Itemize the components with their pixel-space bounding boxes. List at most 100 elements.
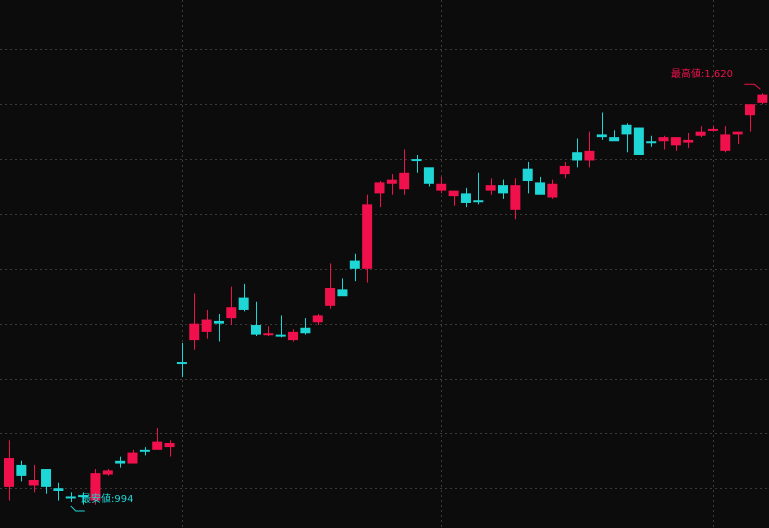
candle-body <box>312 315 323 323</box>
candle <box>757 93 768 105</box>
candle <box>238 283 249 312</box>
candle <box>633 127 644 155</box>
candle <box>139 447 150 456</box>
candle <box>374 181 385 208</box>
candle <box>176 342 187 378</box>
candle-body <box>90 473 101 501</box>
candle <box>683 133 694 149</box>
low-value-label: 最安値:994 <box>81 492 133 505</box>
candle <box>65 492 76 502</box>
low-pointer-arrow <box>70 505 85 512</box>
candle <box>609 130 620 142</box>
candle-body <box>485 185 496 191</box>
candle-body <box>423 167 434 184</box>
candle <box>498 179 508 199</box>
candle <box>362 194 373 283</box>
candle-body <box>460 193 471 203</box>
candle-body <box>559 165 570 175</box>
candle <box>349 253 360 282</box>
candle-body <box>263 333 274 336</box>
candle-body <box>226 307 237 319</box>
candle <box>436 176 447 194</box>
candle-body <box>139 449 150 452</box>
candle <box>263 326 274 336</box>
candle-body <box>547 183 558 198</box>
candle <box>386 174 397 195</box>
candle <box>213 314 224 342</box>
candle-body <box>695 131 706 136</box>
candle <box>695 126 706 138</box>
candle-body <box>152 441 163 450</box>
candle <box>275 315 286 338</box>
candle <box>4 440 14 501</box>
candle-body <box>115 460 126 464</box>
candle-body <box>621 124 632 135</box>
candle-body <box>436 183 447 191</box>
candle-body <box>189 323 200 341</box>
candle-body <box>510 185 521 210</box>
candle-body <box>288 331 299 341</box>
candle-body <box>732 131 743 135</box>
candle-body <box>300 327 311 334</box>
candle-body <box>411 159 422 162</box>
candle-body <box>53 488 64 491</box>
candle-body <box>448 190 459 197</box>
candle <box>423 167 434 187</box>
candle <box>646 135 657 147</box>
candle <box>411 154 422 173</box>
high-value-label: 最高値:1,620 <box>671 67 733 80</box>
candle <box>572 138 583 168</box>
high-pointer-arrow <box>744 83 761 90</box>
candle-body <box>275 334 286 337</box>
candle-body <box>386 179 397 184</box>
candle-body <box>251 325 261 335</box>
candle-body <box>65 496 76 499</box>
candle-body <box>176 362 187 365</box>
candle <box>102 469 113 476</box>
candle-body <box>720 134 731 151</box>
candle-body <box>399 172 410 190</box>
annotation-layer: 最高値:1,620 最安値:994 <box>70 67 761 512</box>
candle <box>164 440 175 457</box>
candle-body <box>102 470 113 475</box>
candle-body <box>325 288 336 306</box>
candle <box>584 131 595 168</box>
candle-body <box>683 139 694 143</box>
candle <box>226 286 237 326</box>
candle-body <box>646 141 657 144</box>
candle-body <box>28 480 39 486</box>
candle <box>189 293 200 350</box>
candle-body <box>535 182 546 195</box>
candle-body <box>596 134 607 138</box>
candle <box>510 178 521 220</box>
candle <box>399 149 410 195</box>
candle-body <box>349 260 360 269</box>
candle-body <box>164 442 175 448</box>
candle <box>115 456 126 468</box>
candle <box>707 126 718 132</box>
candle-body <box>745 104 755 116</box>
candle <box>41 469 52 494</box>
candle-body <box>127 452 138 464</box>
candle-body <box>362 204 373 269</box>
candle-body <box>16 464 27 476</box>
candle-body <box>670 137 681 146</box>
candle-body <box>584 150 595 161</box>
candle <box>16 460 27 482</box>
candle <box>559 161 570 179</box>
candle <box>251 301 261 336</box>
candle-body <box>238 297 249 310</box>
candle-body <box>473 200 484 203</box>
candle-body <box>41 469 52 487</box>
candle-body <box>337 289 348 297</box>
candle <box>596 112 607 140</box>
candle <box>732 131 743 144</box>
candle <box>670 137 681 151</box>
candle <box>90 469 101 505</box>
candle-layer <box>4 93 768 505</box>
candle <box>658 135 669 150</box>
candle-body <box>707 128 718 131</box>
